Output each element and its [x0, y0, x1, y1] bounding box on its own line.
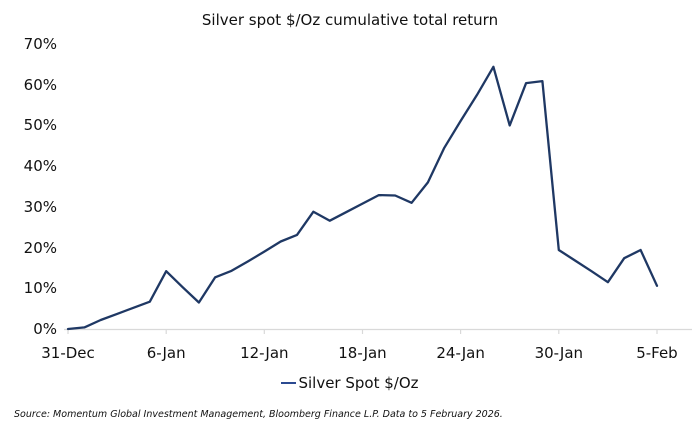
x-axis-label: 5-Feb	[636, 344, 678, 362]
y-axis-label: 30%	[23, 197, 57, 216]
y-axis-label: 60%	[23, 75, 57, 94]
x-axis-label: 24-Jan	[436, 344, 485, 362]
legend: Silver Spot $/Oz	[0, 373, 700, 393]
legend-label: Silver Spot $/Oz	[298, 374, 419, 392]
y-axis-label: 0%	[33, 320, 57, 338]
legend-line-swatch-icon	[281, 382, 297, 384]
y-axis-label: 50%	[23, 116, 57, 135]
source-note: Source: Momentum Global Investment Manag…	[14, 409, 503, 420]
chart-title: Silver spot $/Oz cumulative total return	[201, 11, 499, 29]
x-axis-label: 12-Jan	[240, 344, 289, 362]
y-axis-label: 20%	[23, 238, 57, 257]
x-axis-label: 18-Jan	[338, 344, 387, 362]
y-axis-label: 70%	[23, 35, 57, 53]
x-axis-label: 31-Dec	[41, 344, 95, 362]
series-line	[66, 65, 659, 331]
y-axis-label: 10%	[23, 279, 57, 298]
y-axis-label: 40%	[23, 157, 57, 176]
x-axis-label: 6-Jan	[146, 344, 186, 362]
x-axis-label: 30-Jan	[534, 344, 584, 362]
x-axis-ticks	[67, 329, 658, 334]
